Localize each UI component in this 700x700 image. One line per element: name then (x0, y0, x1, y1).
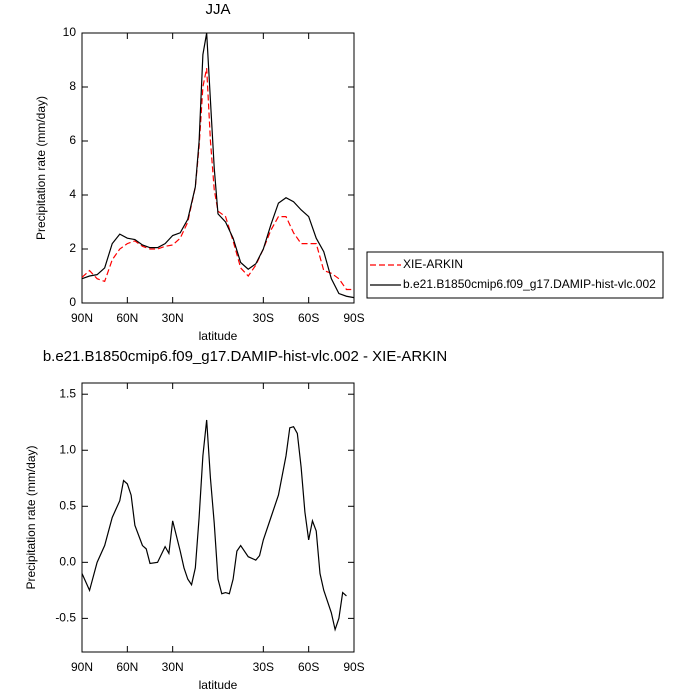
y-tick-label: 4 (69, 187, 76, 201)
y-tick-label: 10 (63, 25, 77, 39)
x-tick-label: 30S (253, 311, 274, 325)
x-tick-label: 90S (343, 660, 364, 674)
y-tick-label: 0.0 (59, 555, 76, 569)
plot-frame (81, 382, 355, 653)
chart-title: b.e21.B1850cmip6.f09_g17.DAMIP-hist-vlc.… (43, 348, 447, 365)
x-tick-label: 30S (253, 660, 274, 674)
x-tick-label: 60N (116, 660, 138, 674)
legend-label: b.e21.B1850cmip6.f09_g17.DAMIP-hist-vlc.… (403, 277, 656, 291)
y-tick-label: 8 (69, 79, 76, 93)
y-tick-label: -0.5 (55, 611, 76, 625)
y-tick-label: 1.0 (59, 442, 76, 456)
x-tick-label: 90N (71, 660, 93, 674)
x-tick-label: 60N (116, 311, 138, 325)
chart-title: JJA (205, 1, 230, 18)
y-tick-label: 6 (69, 133, 76, 147)
data-line (81, 32, 355, 299)
x-tick-label: 60S (298, 660, 319, 674)
y-axis-label: Precipitation rate (mm/day) (24, 445, 38, 589)
legend-box (366, 251, 664, 299)
x-axis-label: latitude (199, 678, 238, 692)
y-tick-label: 0.5 (59, 498, 76, 512)
plot-frame (81, 32, 355, 304)
y-tick-label: 0 (69, 295, 76, 309)
data-line (81, 419, 347, 632)
y-axis-label: Precipitation rate (mm/day) (34, 96, 48, 240)
data-line (81, 67, 354, 291)
x-tick-label: 30N (162, 311, 184, 325)
x-axis-label: latitude (199, 329, 238, 343)
x-tick-label: 30N (162, 660, 184, 674)
y-tick-label: 1.5 (59, 386, 76, 400)
x-tick-label: 60S (298, 311, 319, 325)
y-tick-label: 2 (69, 241, 76, 255)
x-tick-label: 90S (343, 311, 364, 325)
x-tick-label: 90N (71, 311, 93, 325)
legend-label: XIE-ARKIN (403, 257, 463, 271)
